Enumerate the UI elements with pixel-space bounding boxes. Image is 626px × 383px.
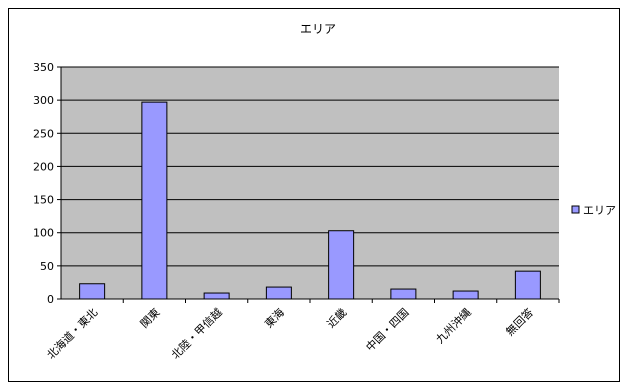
legend-swatch [571, 205, 580, 214]
chart-title: エリア [300, 22, 336, 36]
bar [514, 270, 541, 300]
plot-background [61, 67, 559, 299]
y-tick-label: 100 [33, 227, 54, 240]
y-tick-label: 0 [47, 293, 54, 306]
bar [390, 288, 417, 300]
y-tick-label: 200 [33, 160, 54, 173]
legend-label: エリア [583, 204, 616, 217]
y-tick-label: 50 [40, 260, 54, 273]
y-tick-label: 350 [33, 61, 54, 74]
bar [79, 283, 106, 300]
y-tick-label: 250 [33, 127, 54, 140]
x-category-label: 中国・四国 [363, 306, 411, 354]
bar [141, 101, 168, 300]
x-category-label: 九州沖縄 [433, 305, 474, 346]
legend: エリア [571, 204, 616, 217]
bar [452, 290, 479, 300]
y-tick-label: 150 [33, 194, 54, 207]
bar [265, 286, 292, 300]
bar [203, 292, 230, 300]
x-category-label: 近畿 [324, 305, 349, 330]
bar [328, 230, 355, 300]
x-category-label: 無回答 [503, 305, 536, 338]
x-category-label: 北陸・甲信越 [168, 305, 225, 362]
x-category-label: 東海 [262, 305, 287, 330]
x-category-label: 関東 [138, 306, 163, 331]
y-tick-label: 300 [33, 94, 54, 107]
plot-area: 0 50 100 150 200 250 300 350 北海道・東北 関東 北陸・甲信越 東海 近畿中… [33, 61, 560, 362]
x-category-label: 北海道・東北 [44, 305, 101, 362]
